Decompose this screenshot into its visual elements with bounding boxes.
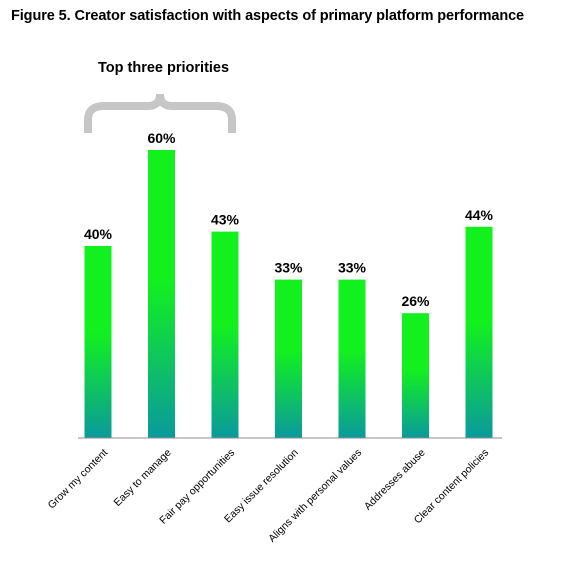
bar xyxy=(148,150,175,438)
priority-brace xyxy=(84,93,236,133)
category-label: Easy to manage xyxy=(112,447,174,509)
value-label: 40% xyxy=(84,226,113,242)
top-priorities-annotation: Top three priorities xyxy=(98,60,230,76)
value-label: 26% xyxy=(401,293,430,309)
bar xyxy=(84,246,112,438)
value-label: 60% xyxy=(147,130,176,146)
chart-title: Figure 5. Creator satisfaction with aspe… xyxy=(11,8,525,24)
category-label: Addresses abuse xyxy=(362,447,428,513)
value-label: 33% xyxy=(338,260,367,276)
bar xyxy=(465,226,493,438)
bar xyxy=(275,279,302,438)
value-label: 33% xyxy=(274,260,303,276)
bar xyxy=(402,313,429,438)
category-label: Grow my content xyxy=(46,447,111,512)
value-label: 44% xyxy=(465,207,494,223)
bar xyxy=(211,231,239,438)
bar xyxy=(338,279,366,438)
value-label: 43% xyxy=(211,212,240,228)
